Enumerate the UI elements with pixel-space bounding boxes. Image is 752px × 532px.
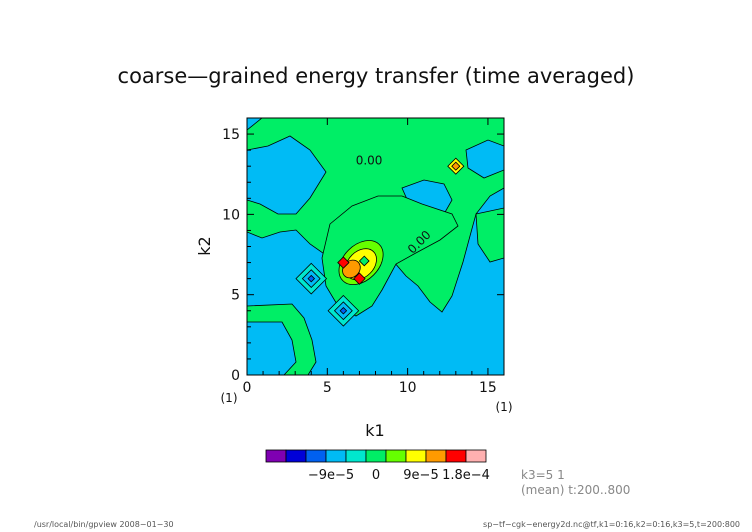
colorbar-swatch-10: [465, 449, 487, 463]
colorbar-swatch-4: [345, 449, 367, 463]
contour-feature-peak-13: [451, 161, 461, 171]
x-tick-label: 5: [323, 380, 332, 396]
colorbar-swatch-8: [425, 449, 447, 463]
near-zero-region: [465, 139, 504, 179]
colorbar-swatch-6: [385, 449, 407, 463]
y-axis-label: k2: [195, 236, 214, 255]
colorbar-swatch-3: [325, 449, 347, 463]
colorbar-swatch-2: [305, 449, 327, 463]
colorbar-swatch-9: [445, 449, 467, 463]
contour-feature-peak-3: [337, 256, 350, 269]
x-tick-label: 0: [243, 380, 252, 396]
mean-label: (mean) t:200..800: [521, 483, 630, 497]
chart-title: coarse—grained energy transfer (time ave…: [118, 64, 635, 88]
y-unit-label: (1): [221, 391, 238, 405]
footer-left: /usr/local/bin/gpview 2008−01−30: [34, 520, 174, 529]
contour-feature-peak-4: [353, 272, 366, 285]
positive-band-region: [321, 195, 459, 317]
y-tick-label: 10: [222, 207, 240, 223]
colorbar-tick-label: 1.8e−4: [442, 468, 490, 483]
y-tick-label: 15: [222, 127, 240, 143]
x-tick-label: 15: [479, 380, 497, 396]
colorbar-swatch-7: [405, 449, 427, 463]
contour-feature-dip-5: [358, 255, 370, 267]
colorbar-swatch-0: [265, 449, 287, 463]
y-tick-label: 5: [231, 288, 240, 304]
x-axis-label: k1: [365, 421, 384, 440]
x-tick-label: 10: [399, 380, 417, 396]
contour-feature-peak-11: [339, 306, 348, 315]
slice-label: k3=5 1: [521, 468, 565, 482]
colorbar-tick-label: 9e−5: [403, 468, 438, 483]
contour-label-0: 0.00: [356, 154, 383, 168]
colorbar-tick-label: 0: [372, 468, 380, 483]
positive-band-region: [475, 207, 504, 263]
y-tick-label: 0: [231, 368, 240, 384]
x-unit-label: (1): [496, 400, 513, 414]
colorbar: −9e−5 0 9e−5 1.8e−4: [265, 449, 490, 483]
colorbar-tick-label: −9e−5: [308, 468, 354, 483]
colorbar-swatch-1: [285, 449, 307, 463]
near-zero-region: [247, 135, 327, 215]
near-zero-region: [247, 321, 297, 375]
contour-feature-peak-8: [307, 274, 316, 283]
colorbar-swatch-5: [365, 449, 387, 463]
footer-right: sp−tf−cgk−energy2d.nc@tf,k1=0:16,k2=0:16…: [483, 520, 740, 529]
